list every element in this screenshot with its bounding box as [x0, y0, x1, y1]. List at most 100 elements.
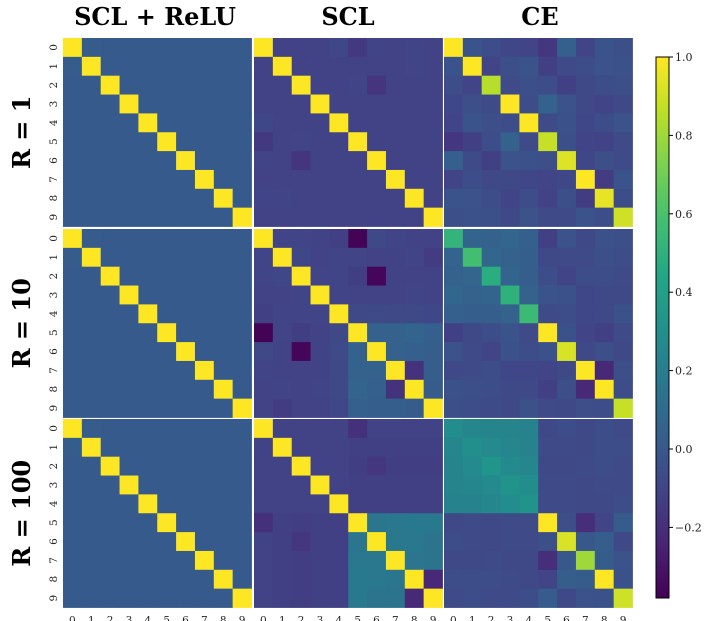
- heatmap-cell: [100, 207, 120, 227]
- heatmap-cell: [500, 437, 520, 458]
- heatmap-cell: [213, 38, 234, 58]
- heatmap-cell: [348, 113, 368, 133]
- heatmap-cell: [404, 285, 425, 305]
- x-tick-label: 3: [507, 615, 514, 621]
- heatmap-cell: [348, 569, 368, 590]
- heatmap-cell: [194, 475, 215, 495]
- heatmap-cell: [594, 588, 615, 608]
- heatmap-cell: [557, 494, 577, 514]
- heatmap-cell: [500, 513, 520, 533]
- heatmap-cell: [348, 56, 368, 77]
- heatmap-cell: [254, 437, 274, 458]
- heatmap-cell: [254, 151, 274, 171]
- heatmap-cell: [310, 342, 330, 362]
- heatmap-cell: [138, 266, 158, 286]
- heatmap-cell: [385, 266, 406, 286]
- heatmap-cell: [194, 229, 215, 249]
- heatmap-cell: [63, 456, 83, 476]
- heatmap-cell: [594, 323, 615, 343]
- heatmap-cell: [272, 475, 293, 495]
- heatmap-cell: [444, 569, 464, 590]
- heatmap-cell: [594, 229, 615, 249]
- heatmap-cell: [423, 169, 443, 190]
- heatmap-cell: [500, 113, 520, 133]
- heatmap-cell: [348, 132, 368, 152]
- heatmap-cell: [81, 379, 102, 400]
- heatmap-cell: [194, 247, 215, 268]
- heatmap-cell: [63, 75, 83, 95]
- heatmap-cell: [329, 379, 349, 400]
- heatmap-cell: [538, 207, 558, 227]
- heatmap-cell: [423, 513, 443, 533]
- heatmap-cell: [404, 513, 425, 533]
- heatmap-cell: [481, 188, 501, 209]
- heatmap-cell: [254, 588, 274, 608]
- heatmap-cell: [423, 550, 443, 571]
- heatmap-cell: [348, 342, 368, 362]
- y-tick-label: 8: [48, 386, 60, 393]
- heatmap-cell: [557, 151, 577, 171]
- heatmap-cell: [575, 304, 596, 324]
- heatmap-cell: [404, 94, 425, 114]
- heatmap-cell: [291, 304, 311, 324]
- heatmap-cell: [444, 56, 464, 77]
- heatmap-cell: [500, 588, 520, 608]
- heatmap-cell: [213, 132, 234, 152]
- heatmap-cell: [462, 456, 483, 476]
- heatmap-cell: [291, 56, 311, 77]
- heatmap-cell: [272, 304, 293, 324]
- heatmap-cell: [385, 588, 406, 608]
- heatmap-cell: [310, 247, 330, 268]
- heatmap-cell: [423, 94, 443, 114]
- heatmap-cell: [119, 56, 139, 77]
- heatmap-cell: [404, 56, 425, 77]
- colorbar-gradient: [655, 56, 670, 599]
- heatmap-cell: [423, 188, 443, 209]
- heatmap-cell: [157, 360, 177, 381]
- heatmap-cell: [613, 38, 633, 58]
- heatmap-cell: [254, 342, 274, 362]
- heatmap-cell: [213, 532, 234, 552]
- heatmap-cell: [594, 398, 615, 418]
- heatmap-cell: [194, 419, 215, 439]
- heatmap-cell: [423, 75, 443, 95]
- heatmap-cell: [462, 132, 483, 152]
- heatmap-cell: [367, 379, 387, 400]
- heatmap-cell: [157, 569, 177, 590]
- heatmap-cell: [63, 56, 83, 77]
- heatmap-cell: [272, 229, 293, 249]
- heatmap-cell: [500, 419, 520, 439]
- x-tick-label: 5: [354, 615, 361, 621]
- heatmap-cell: [232, 360, 252, 381]
- heatmap-cell: [594, 169, 615, 190]
- heatmap-cell: [176, 75, 196, 95]
- heatmap-cell: [291, 207, 311, 227]
- column-titles: SCL + ReLU SCL CE: [74, 2, 559, 31]
- heatmap-cell: [348, 75, 368, 95]
- heatmap-cell: [613, 475, 633, 495]
- heatmap-cell: [119, 151, 139, 171]
- heatmap-cell: [423, 229, 443, 249]
- heatmap-cell: [613, 151, 633, 171]
- heatmap-cell: [63, 379, 83, 400]
- heatmap-cell: [519, 475, 539, 495]
- row-title: R = 100: [7, 460, 36, 567]
- heatmap-cell: [213, 437, 234, 458]
- x-tick-label: 1: [88, 615, 95, 621]
- heatmap-cell: [310, 188, 330, 209]
- heatmap-cell: [157, 56, 177, 77]
- x-tick-label: 6: [373, 615, 380, 621]
- y-tick-label: 5: [48, 519, 60, 526]
- heatmap-cell: [404, 169, 425, 190]
- heatmap-cell: [444, 323, 464, 343]
- y-tick-label: 2: [48, 463, 60, 470]
- heatmap-cell: [119, 188, 139, 209]
- heatmap-cell: [594, 532, 615, 552]
- heatmap-cell: [194, 437, 215, 458]
- column-title: SCL: [321, 2, 374, 31]
- heatmap-cell: [404, 38, 425, 58]
- heatmap-cell: [119, 247, 139, 268]
- heatmap-cell: [213, 94, 234, 114]
- heatmap-cell: [444, 151, 464, 171]
- heatmap-cell: [613, 588, 633, 608]
